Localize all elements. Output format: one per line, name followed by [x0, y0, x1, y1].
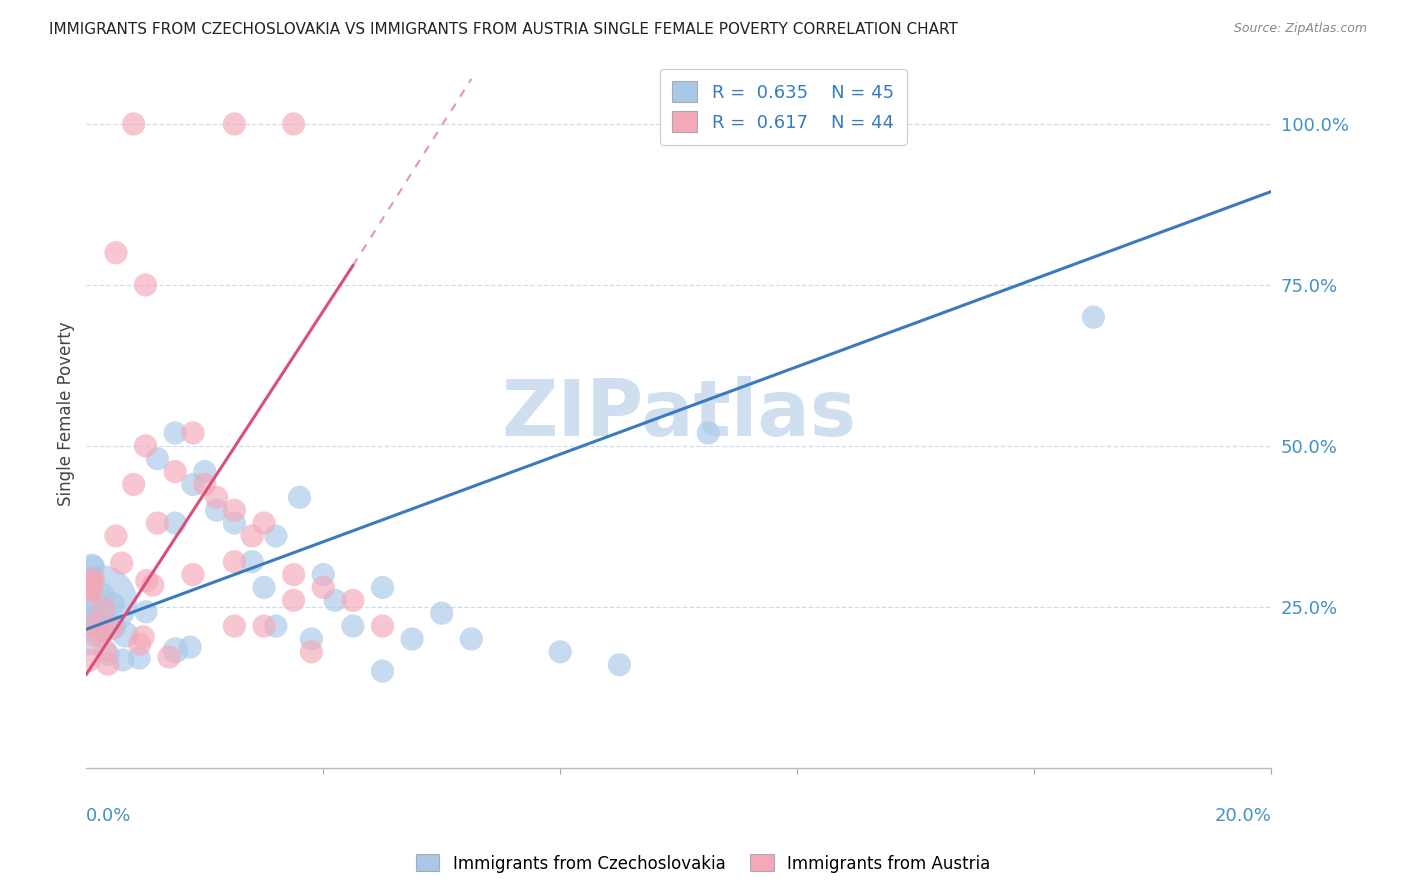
Point — [283, 593, 305, 607]
Point — [371, 619, 394, 633]
Point — [135, 277, 157, 292]
Point — [103, 597, 125, 611]
Point — [165, 465, 187, 479]
Point — [128, 651, 150, 665]
Point — [103, 620, 125, 634]
Point — [79, 653, 101, 667]
Point — [104, 245, 127, 260]
Point — [253, 619, 276, 633]
Point — [132, 630, 155, 644]
Point — [89, 595, 111, 609]
Point — [224, 555, 246, 569]
Point — [91, 624, 114, 639]
Point — [80, 582, 103, 597]
Point — [548, 645, 571, 659]
Point — [77, 617, 100, 632]
Point — [86, 612, 108, 626]
Text: 20.0%: 20.0% — [1215, 806, 1271, 824]
Point — [181, 477, 204, 491]
Point — [205, 491, 228, 505]
Point — [135, 439, 157, 453]
Point — [323, 593, 346, 607]
Point — [194, 465, 217, 479]
Point — [97, 648, 120, 662]
Point — [77, 595, 100, 609]
Point — [224, 117, 246, 131]
Point — [146, 516, 169, 530]
Point — [82, 574, 104, 589]
Point — [82, 560, 104, 574]
Point — [371, 581, 394, 595]
Point — [181, 425, 204, 440]
Point — [299, 645, 322, 659]
Point — [97, 657, 120, 672]
Point — [240, 555, 263, 569]
Point — [697, 425, 720, 440]
Point — [342, 619, 364, 633]
Point — [224, 503, 246, 517]
Point — [165, 643, 187, 657]
Point — [146, 451, 169, 466]
Point — [135, 574, 157, 588]
Point — [101, 621, 124, 635]
Text: IMMIGRANTS FROM CZECHOSLOVAKIA VS IMMIGRANTS FROM AUSTRIA SINGLE FEMALE POVERTY : IMMIGRANTS FROM CZECHOSLOVAKIA VS IMMIGR… — [49, 22, 957, 37]
Point — [157, 650, 180, 665]
Legend: Immigrants from Czechoslovakia, Immigrants from Austria: Immigrants from Czechoslovakia, Immigran… — [409, 847, 997, 880]
Point — [283, 117, 305, 131]
Point — [1083, 310, 1105, 324]
Text: Source: ZipAtlas.com: Source: ZipAtlas.com — [1233, 22, 1367, 36]
Point — [165, 425, 187, 440]
Point — [288, 491, 311, 505]
Point — [342, 593, 364, 607]
Point — [181, 567, 204, 582]
Point — [80, 575, 103, 590]
Point — [86, 626, 108, 640]
Point — [77, 585, 100, 599]
Text: ZIPatlas: ZIPatlas — [501, 376, 856, 451]
Point — [460, 632, 482, 646]
Point — [82, 558, 104, 573]
Point — [240, 529, 263, 543]
Point — [165, 516, 187, 530]
Legend: R =  0.635    N = 45, R =  0.617    N = 44: R = 0.635 N = 45, R = 0.617 N = 44 — [659, 69, 907, 145]
Point — [104, 529, 127, 543]
Point — [128, 637, 150, 651]
Point — [135, 605, 157, 619]
Point — [283, 567, 305, 582]
Point — [82, 572, 104, 586]
Point — [80, 577, 103, 591]
Point — [111, 653, 134, 667]
Point — [371, 664, 394, 678]
Point — [94, 643, 117, 657]
Point — [194, 477, 217, 491]
Point — [84, 629, 107, 643]
Point — [264, 619, 287, 633]
Point — [77, 637, 100, 651]
Point — [224, 516, 246, 530]
Point — [91, 587, 114, 601]
Point — [264, 529, 287, 543]
Y-axis label: Single Female Poverty: Single Female Poverty — [58, 321, 75, 506]
Point — [253, 516, 276, 530]
Point — [253, 581, 276, 595]
Point — [80, 611, 103, 625]
Point — [312, 581, 335, 595]
Point — [179, 640, 201, 654]
Point — [401, 632, 423, 646]
Point — [142, 578, 165, 592]
Point — [114, 627, 136, 641]
Point — [93, 602, 115, 616]
Point — [122, 117, 145, 131]
Point — [430, 606, 453, 620]
Point — [224, 619, 246, 633]
Point — [111, 556, 134, 570]
Point — [299, 632, 322, 646]
Text: 0.0%: 0.0% — [86, 806, 132, 824]
Point — [312, 567, 335, 582]
Point — [609, 657, 631, 672]
Point — [205, 503, 228, 517]
Point — [122, 477, 145, 491]
